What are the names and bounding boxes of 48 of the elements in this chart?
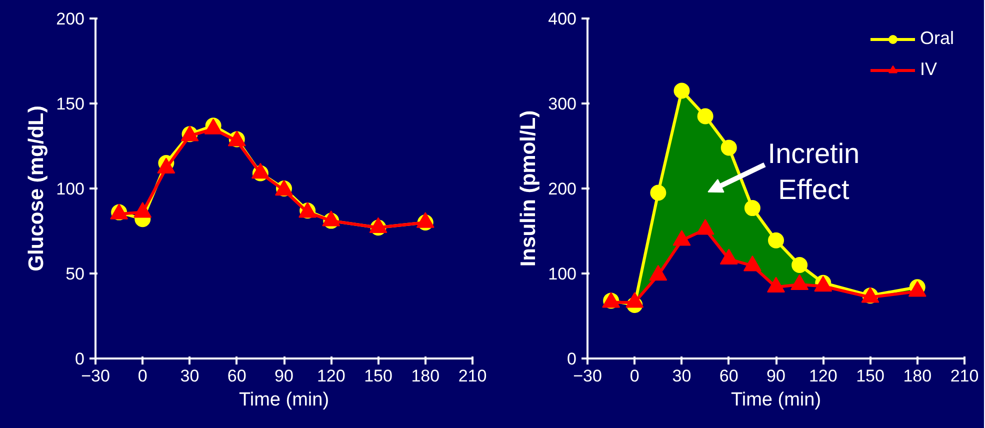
point (790, 274, 809, 290)
x-tick-label: 0 (138, 366, 148, 386)
annotation: Incretin Effect (768, 138, 860, 205)
legend-label: Oral (920, 28, 954, 49)
x-tick-label: 0 (630, 366, 640, 386)
y-axis-title: Glucose (mg/dL) (25, 106, 48, 272)
point (743, 256, 762, 272)
x-tick-label: 210 (458, 366, 487, 386)
point (626, 292, 644, 308)
x-tick-label: 60 (719, 366, 738, 386)
x-tick-label: 120 (808, 366, 838, 386)
y-tick-label: 100 (548, 264, 577, 284)
y-axis-title: Insulin (pmol/L) (517, 110, 540, 267)
x-tick-label: 180 (903, 366, 932, 386)
x-tick-label: 90 (274, 366, 294, 386)
point (767, 276, 785, 293)
point (744, 200, 760, 216)
x-tick-label: −30 (81, 366, 110, 386)
y-tick-label: 0 (75, 350, 85, 368)
x-tick-label: −30 (573, 366, 602, 386)
y-tick-label: 300 (548, 94, 577, 114)
y-tick-label: 100 (56, 180, 85, 198)
x-tick-label: 150 (856, 366, 884, 386)
x-axis-title: Time (min) (730, 390, 822, 410)
y-tick-label: 0 (567, 350, 577, 368)
y-tick-label: 200 (56, 10, 85, 28)
point (720, 140, 737, 156)
point (674, 82, 690, 99)
y-tick-label: 200 (548, 180, 577, 198)
point (696, 218, 714, 235)
y-tick-label: 400 (548, 10, 577, 28)
point (720, 248, 738, 264)
x-tick-label: 180 (411, 366, 440, 386)
x-tick-label: 30 (672, 366, 692, 386)
x-tick-label: 60 (227, 366, 246, 386)
point (697, 108, 714, 124)
y-tick-label: 50 (66, 264, 85, 284)
point (650, 184, 666, 201)
point (649, 264, 668, 281)
x-tick-label: 150 (364, 366, 392, 386)
x-axis-title: Time (min) (238, 390, 330, 410)
legend-label: IV (920, 59, 938, 80)
x-tick-label: 210 (950, 366, 979, 386)
x-tick-label: 90 (766, 366, 786, 386)
x-tick-label: 30 (180, 366, 200, 386)
x-tick-label: 120 (316, 366, 346, 386)
point (672, 230, 691, 246)
y-tick-label: 150 (56, 94, 85, 114)
